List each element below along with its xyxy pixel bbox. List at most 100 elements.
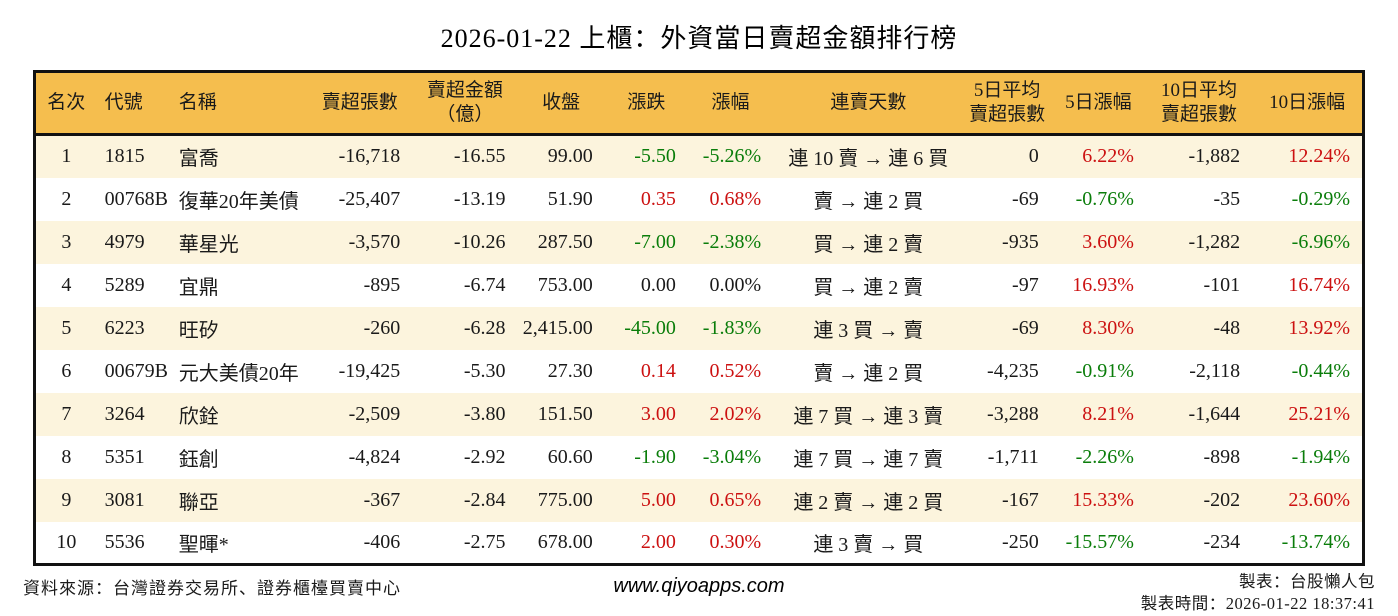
avg10-cell: -234 — [1203, 530, 1241, 553]
code-cell: 00679B — [104, 359, 168, 382]
name-cell: 欣銓 — [178, 405, 219, 428]
pct10-cell: -0.29% — [1291, 187, 1350, 210]
change-pct-cell: 0.65% — [709, 488, 762, 511]
avg10-cell: -202 — [1203, 488, 1241, 511]
close-cell: 51.90 — [547, 187, 593, 210]
table-row: 5 6223 旺矽 -260 -6.28 2,415.00 -45.00 -1.… — [34, 306, 1364, 350]
table-row: 1 1815 富喬 -16,718 -16.55 99.00 -5.50 -5.… — [34, 134, 1364, 178]
pct10-cell: 25.21% — [1288, 402, 1350, 425]
code-cell: 5351 — [104, 445, 145, 468]
name-cell: 聯亞 — [178, 491, 219, 514]
close-cell: 678.00 — [537, 530, 593, 553]
close-cell: 27.30 — [547, 359, 593, 382]
col-header-close: 收盤 — [517, 71, 605, 136]
code-cell: 3264 — [104, 402, 145, 425]
name-cell: 旺矽 — [178, 319, 219, 342]
avg10-cell: -101 — [1203, 273, 1241, 296]
close-cell: 60.60 — [547, 445, 593, 468]
col-header-pct5: 5日漲幅 — [1050, 71, 1146, 136]
table-row: 6 00679B 元大美債20年 -19,425 -5.30 27.30 0.1… — [34, 349, 1364, 393]
table-row: 8 5351 鈺創 -4,824 -2.92 60.60 -1.90 -3.04… — [34, 435, 1364, 479]
change-pct-cell: 0.68% — [709, 187, 762, 210]
close-cell: 151.50 — [537, 402, 593, 425]
change-cell: -45.00 — [624, 316, 676, 339]
change-pct-cell: 0.30% — [709, 530, 762, 553]
name-cell: 聖暉* — [178, 533, 229, 556]
sell-amount-cell: -2.75 — [463, 530, 506, 553]
sell-amount-cell: -3.80 — [463, 402, 506, 425]
rank-cell: 4 — [61, 273, 72, 296]
table-row: 3 4979 華星光 -3,570 -10.26 287.50 -7.00 -2… — [34, 220, 1364, 264]
change-cell: -5.50 — [634, 145, 676, 168]
sell-shares-cell: -260 — [363, 316, 401, 339]
col-header-avg10: 10日平均 賣超張數 — [1145, 71, 1253, 136]
table-body: 1 1815 富喬 -16,718 -16.55 99.00 -5.50 -5.… — [34, 134, 1364, 565]
pct10-cell: 16.74% — [1288, 273, 1350, 296]
footer-credit: 製表：台股懶人包 製表時間：2026-01-22 18:37:41 — [1141, 571, 1375, 616]
close-cell: 753.00 — [537, 273, 593, 296]
avg10-cell: -898 — [1203, 445, 1241, 468]
change-cell: -1.90 — [634, 445, 676, 468]
streak-cell: 連 7 買 → 連 3 賣 — [793, 405, 944, 428]
name-cell: 華星光 — [178, 233, 239, 256]
change-pct-cell: -5.26% — [702, 145, 762, 168]
pct5-cell: -0.76% — [1075, 187, 1134, 210]
code-cell: 6223 — [104, 316, 145, 339]
avg5-cell: -167 — [1002, 488, 1039, 511]
name-cell: 復華20年美債 — [178, 190, 299, 213]
pct5-cell: -15.57% — [1065, 530, 1134, 553]
change-pct-cell: 0.00% — [709, 273, 762, 296]
page-title: 2026-01-22 上櫃：外資當日賣超金額排行榜 — [440, 24, 958, 53]
rank-cell: 9 — [61, 488, 72, 511]
streak-cell: 買 → 連 2 賣 — [813, 276, 924, 299]
sell-amount-cell: -13.19 — [453, 187, 506, 210]
avg5-cell: -3,288 — [987, 402, 1039, 425]
sell-amount-cell: -5.30 — [463, 359, 506, 382]
change-pct-cell: -3.04% — [702, 445, 762, 468]
rank-cell: 7 — [61, 402, 72, 425]
avg10-cell: -1,882 — [1188, 145, 1241, 168]
code-cell: 00768B — [104, 187, 168, 210]
streak-cell: 連 10 賣 → 連 6 買 — [788, 148, 949, 171]
rank-cell: 8 — [61, 445, 72, 468]
avg10-cell: -35 — [1213, 187, 1241, 210]
change-pct-cell: 2.02% — [709, 402, 762, 425]
ranking-table: 名次 代號 名稱 賣超張數 賣超金額 （億） 收盤 漲跌 漲幅 連賣天數 5日平… — [33, 70, 1365, 566]
avg5-cell: -250 — [1002, 530, 1039, 553]
sell-shares-cell: -406 — [363, 530, 401, 553]
change-cell: 5.00 — [640, 488, 676, 511]
sell-amount-cell: -6.74 — [463, 273, 506, 296]
avg5-cell: -69 — [1012, 187, 1039, 210]
sell-shares-cell: -16,718 — [338, 145, 401, 168]
footer-data-source: 資料來源：台灣證券交易所、證券櫃檯買賣中心 — [23, 579, 401, 598]
col-header-rank: 名次 — [34, 71, 97, 136]
table-row: 10 5536 聖暉* -406 -2.75 678.00 2.00 0.30%… — [34, 521, 1364, 565]
code-cell: 5289 — [104, 273, 145, 296]
pct5-cell: 8.30% — [1082, 316, 1134, 339]
avg10-cell: -48 — [1213, 316, 1241, 339]
col-header-avg5: 5日平均 賣超張數 — [963, 71, 1051, 136]
name-cell: 富喬 — [178, 148, 219, 171]
sell-shares-cell: -3,570 — [348, 230, 401, 253]
col-header-code: 代號 — [96, 71, 177, 136]
change-cell: 0.35 — [640, 187, 676, 210]
table-header-row: 名次 代號 名稱 賣超張數 賣超金額 （億） 收盤 漲跌 漲幅 連賣天數 5日平… — [34, 71, 1364, 136]
footer-maker: 製表：台股懶人包 — [1239, 572, 1375, 591]
sell-shares-cell: -895 — [363, 273, 401, 296]
footer: 資料來源：台灣證券交易所、證券櫃檯買賣中心 www.qiyoapps.com 製… — [23, 571, 1375, 616]
code-cell: 3081 — [104, 488, 145, 511]
name-cell: 元大美債20年 — [178, 362, 299, 385]
sell-shares-cell: -25,407 — [338, 187, 401, 210]
rank-cell: 10 — [56, 530, 77, 553]
sell-amount-cell: -10.26 — [453, 230, 506, 253]
sell-shares-cell: -4,824 — [348, 445, 401, 468]
avg10-cell: -1,282 — [1188, 230, 1241, 253]
streak-cell: 賣 → 連 2 買 — [813, 190, 924, 213]
rank-cell: 2 — [61, 187, 72, 210]
change-cell: 0.14 — [640, 359, 676, 382]
sell-shares-cell: -367 — [363, 488, 401, 511]
pct5-cell: 8.21% — [1082, 402, 1134, 425]
close-cell: 99.00 — [547, 145, 593, 168]
col-header-sell-shares: 賣超張數 — [307, 71, 413, 136]
